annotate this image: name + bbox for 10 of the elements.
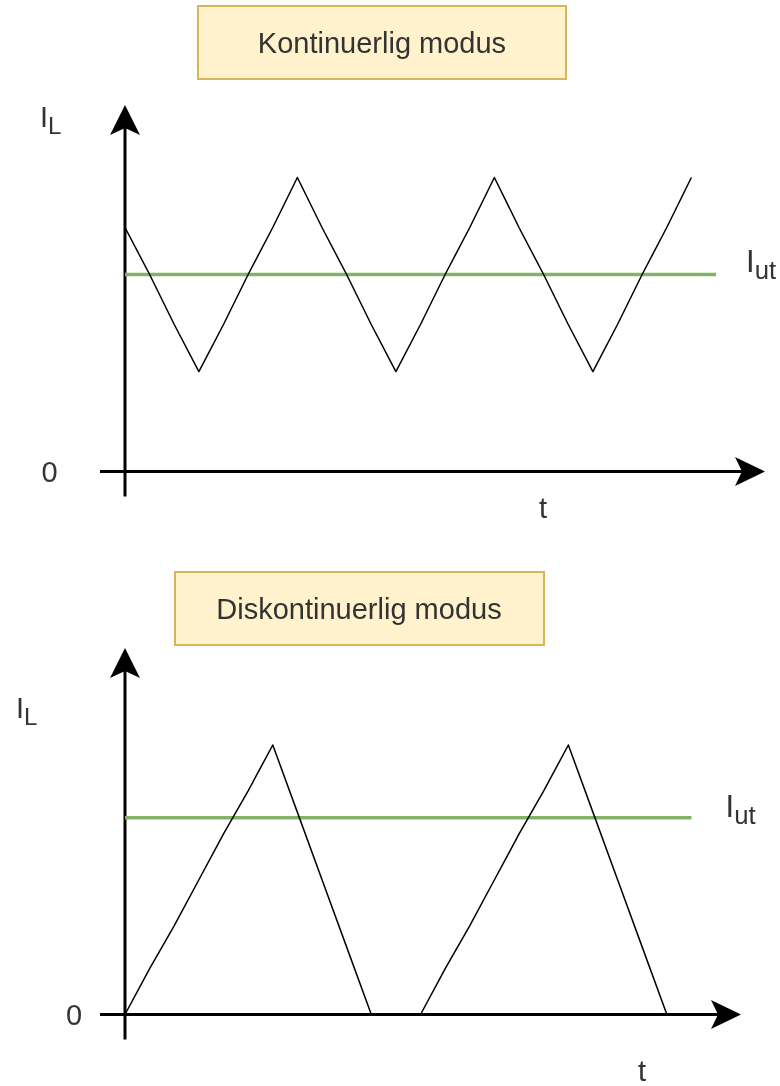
chart-title: Diskontinuerlig modus <box>216 592 502 624</box>
x-axis-title: t <box>637 1054 647 1086</box>
series-label: I$_{ut}$ <box>725 788 756 829</box>
x-axis-title: t <box>538 491 548 524</box>
y-axis-title: I$_{L}$ <box>40 101 62 140</box>
chart-title: Kontinuerlig modus <box>257 26 507 58</box>
text: 0 <box>65 998 83 1030</box>
y-axis-title: I$_{L}$ <box>16 692 38 731</box>
series-label: I$_{ut}$ <box>746 243 777 284</box>
text: 0 <box>41 455 58 487</box>
